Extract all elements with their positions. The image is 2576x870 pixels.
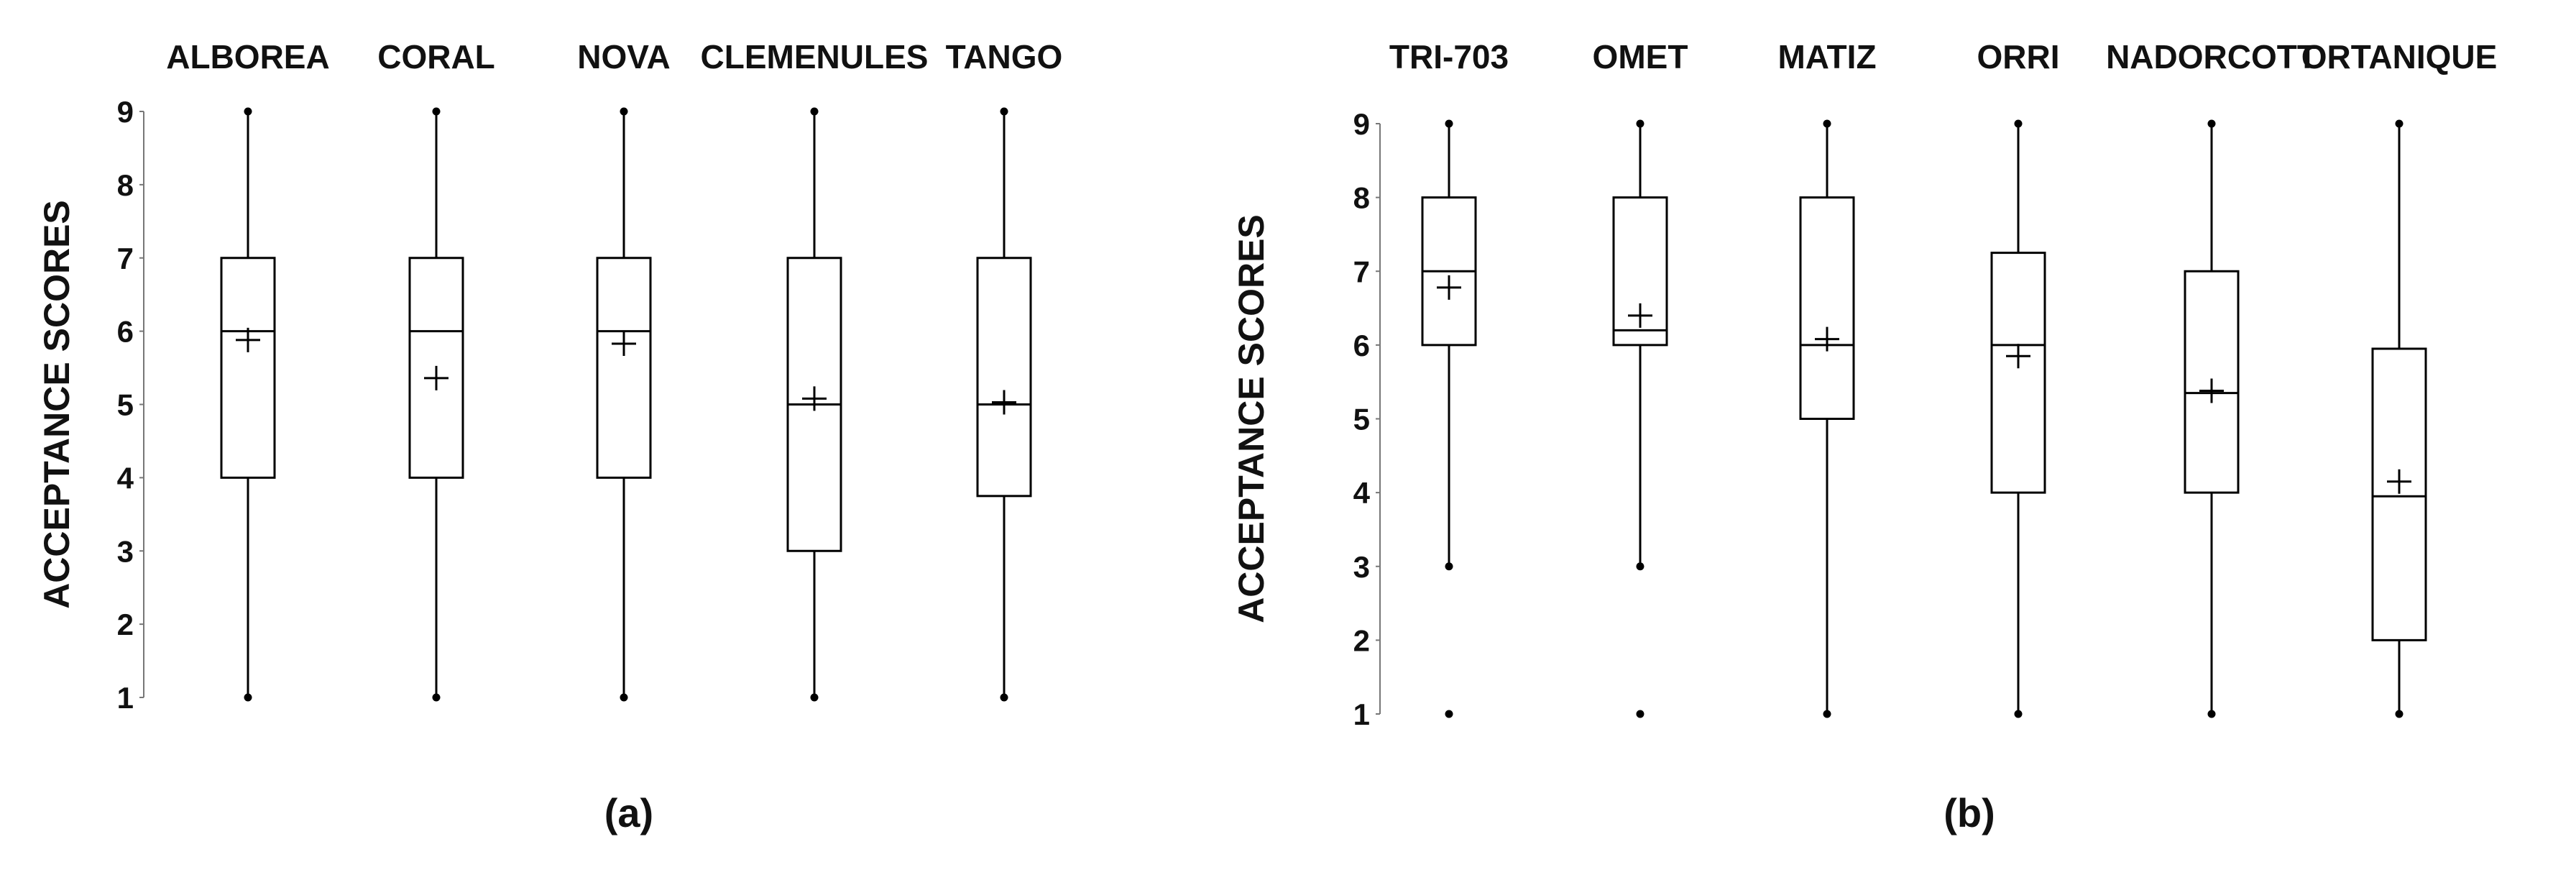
min-marker bbox=[1445, 562, 1453, 571]
box-iqr bbox=[1612, 196, 1668, 347]
panel-label: (b) bbox=[1944, 790, 1995, 835]
min-marker bbox=[2207, 710, 2216, 718]
max-marker bbox=[620, 107, 628, 116]
category-label: CORAL bbox=[377, 38, 495, 75]
y-tick-label: 2 bbox=[1353, 623, 1370, 657]
max-marker bbox=[2395, 119, 2404, 128]
min-marker bbox=[2014, 710, 2023, 718]
min-marker bbox=[620, 693, 628, 702]
box-iqr bbox=[1799, 196, 1855, 420]
category-label: NOVA bbox=[577, 38, 671, 75]
box-iqr bbox=[220, 257, 276, 479]
max-marker bbox=[1823, 119, 1831, 128]
y-tick-label: 1 bbox=[1353, 697, 1370, 731]
y-tick-label: 5 bbox=[117, 388, 134, 422]
min-marker bbox=[244, 693, 252, 702]
y-tick-label: 8 bbox=[1353, 181, 1370, 215]
mean-marker bbox=[2387, 469, 2411, 494]
mean-marker bbox=[1437, 275, 1461, 300]
y-tick-label: 2 bbox=[117, 608, 134, 641]
y-tick-label: 9 bbox=[117, 95, 134, 129]
category-label: ORRI bbox=[1977, 38, 2060, 75]
min-marker bbox=[432, 693, 441, 702]
outlier-point bbox=[1636, 710, 1644, 718]
min-marker bbox=[1823, 710, 1831, 718]
box-iqr bbox=[408, 257, 464, 479]
category-label: ALBOREA bbox=[166, 38, 329, 75]
y-axis-title: ACCEPTANCE SCORES bbox=[1231, 214, 1271, 623]
category-label: ORTANIQUE bbox=[2301, 38, 2498, 75]
mean-marker bbox=[424, 365, 448, 390]
y-tick-label: 7 bbox=[1353, 255, 1370, 288]
max-marker bbox=[432, 107, 441, 116]
y-tick-label: 1 bbox=[117, 681, 134, 715]
box-iqr bbox=[2184, 270, 2240, 494]
y-tick-label: 9 bbox=[1353, 107, 1370, 141]
box-iqr bbox=[1990, 252, 2046, 494]
min-marker bbox=[1000, 693, 1008, 702]
mean-marker bbox=[236, 327, 260, 352]
mean-marker bbox=[1628, 303, 1652, 328]
box-iqr bbox=[2371, 347, 2427, 641]
y-tick-label: 3 bbox=[117, 534, 134, 568]
max-marker bbox=[810, 107, 819, 116]
max-marker bbox=[2014, 119, 2023, 128]
mean-marker bbox=[2006, 344, 2030, 369]
y-axis-title: ACCEPTANCE SCORES bbox=[37, 200, 77, 609]
mean-marker bbox=[1815, 326, 1839, 352]
y-tick-label: 4 bbox=[117, 461, 134, 495]
box-iqr bbox=[596, 257, 652, 479]
y-tick-label: 5 bbox=[1353, 403, 1370, 436]
category-label: NADORCOTT bbox=[2106, 38, 2317, 75]
y-tick-label: 8 bbox=[117, 168, 134, 202]
outlier-point bbox=[1445, 710, 1453, 718]
max-marker bbox=[1636, 119, 1644, 128]
max-marker bbox=[1445, 119, 1453, 128]
max-marker bbox=[2207, 119, 2216, 128]
max-marker bbox=[1000, 107, 1008, 116]
mean-marker bbox=[2199, 378, 2224, 403]
y-tick-label: 6 bbox=[117, 315, 134, 349]
category-label: CLEMENULES bbox=[701, 38, 929, 75]
mean-marker bbox=[612, 331, 636, 356]
max-marker bbox=[244, 107, 252, 116]
category-label: OMET bbox=[1593, 38, 1688, 75]
y-tick-label: 4 bbox=[1353, 476, 1371, 510]
y-tick-label: 7 bbox=[117, 242, 134, 275]
category-label: TRI-703 bbox=[1389, 38, 1509, 75]
category-label: MATIZ bbox=[1777, 38, 1876, 75]
y-tick-label: 3 bbox=[1353, 550, 1370, 584]
min-marker bbox=[2395, 710, 2404, 718]
mean-marker bbox=[992, 390, 1016, 415]
min-marker bbox=[1636, 562, 1644, 571]
min-marker bbox=[810, 693, 819, 702]
category-label: TANGO bbox=[946, 38, 1063, 75]
mean-marker bbox=[802, 386, 827, 411]
panel-label: (a) bbox=[604, 790, 653, 835]
box-iqr bbox=[976, 257, 1032, 498]
y-tick-label: 6 bbox=[1353, 329, 1370, 362]
